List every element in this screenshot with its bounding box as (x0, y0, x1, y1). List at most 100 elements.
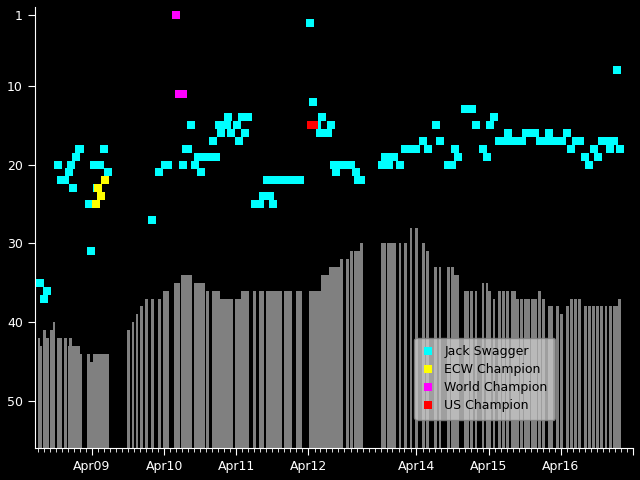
Jack Swagger (412, 145, 422, 153)
Bar (588, 306, 591, 448)
Bar (206, 291, 209, 448)
Jack Swagger (222, 121, 232, 129)
Bar (467, 291, 469, 448)
Bar (506, 291, 509, 448)
Jack Swagger (389, 153, 399, 160)
Bar (584, 306, 587, 448)
Bar (324, 275, 326, 448)
Jack Swagger (507, 137, 517, 145)
Jack Swagger (450, 145, 460, 153)
Jack Swagger (419, 137, 429, 145)
World Champion (171, 11, 181, 19)
Jack Swagger (232, 121, 242, 129)
Bar (618, 299, 621, 448)
Bar (321, 275, 324, 448)
World Champion (173, 90, 184, 97)
Jack Swagger (513, 137, 523, 145)
Bar (175, 283, 177, 448)
Jack Swagger (84, 200, 94, 208)
Bar (600, 306, 604, 448)
Jack Swagger (342, 161, 353, 168)
Jack Swagger (601, 137, 611, 145)
Jack Swagger (42, 287, 52, 295)
Bar (212, 291, 214, 448)
Jack Swagger (353, 177, 364, 184)
Jack Swagger (395, 161, 405, 168)
Bar (357, 251, 360, 448)
Jack Swagger (516, 137, 527, 145)
Jack Swagger (265, 192, 275, 200)
Jack Swagger (240, 129, 250, 137)
Jack Swagger (482, 153, 492, 160)
Bar (404, 243, 407, 448)
Jack Swagger (219, 121, 229, 129)
Jack Swagger (262, 177, 272, 184)
Bar (79, 354, 82, 448)
Jack Swagger (471, 121, 481, 129)
Bar (238, 299, 241, 448)
Jack Swagger (406, 145, 416, 153)
Bar (158, 299, 161, 448)
Bar (280, 291, 282, 448)
Jack Swagger (570, 137, 580, 145)
Jack Swagger (328, 161, 339, 168)
Jack Swagger (323, 129, 333, 137)
Jack Swagger (208, 137, 218, 145)
Jack Swagger (243, 113, 253, 121)
Jack Swagger (95, 161, 105, 168)
Bar (609, 306, 611, 448)
Jack Swagger (443, 161, 453, 168)
Bar (488, 291, 491, 448)
Bar (287, 291, 289, 448)
Bar (435, 267, 437, 448)
Bar (513, 291, 516, 448)
Jack Swagger (494, 137, 504, 145)
Jack Swagger (198, 153, 209, 160)
Jack Swagger (283, 177, 293, 184)
Bar (102, 354, 106, 448)
Jack Swagger (331, 168, 341, 176)
Bar (422, 243, 425, 448)
ECW Champion (90, 200, 100, 208)
Bar (451, 267, 454, 448)
Bar (189, 275, 193, 448)
Bar (236, 299, 238, 448)
Jack Swagger (557, 137, 567, 145)
Jack Swagger (308, 97, 318, 105)
Bar (50, 330, 52, 448)
Jack Swagger (435, 137, 445, 145)
Jack Swagger (562, 129, 572, 137)
Bar (570, 299, 573, 448)
Jack Swagger (377, 161, 387, 168)
Bar (312, 291, 314, 448)
Jack Swagger (211, 153, 221, 160)
Jack Swagger (351, 168, 361, 176)
Bar (426, 251, 429, 448)
Legend: Jack Swagger, ECW Champion, World Champion, US Champion: Jack Swagger, ECW Champion, World Champi… (414, 338, 555, 420)
Jack Swagger (484, 121, 495, 129)
Jack Swagger (270, 177, 280, 184)
Jack Swagger (216, 129, 227, 137)
Jack Swagger (39, 295, 49, 302)
Bar (493, 299, 495, 448)
Bar (410, 228, 412, 448)
Bar (387, 243, 390, 448)
Bar (271, 291, 274, 448)
Jack Swagger (531, 129, 541, 137)
Jack Swagger (509, 137, 520, 145)
Bar (184, 275, 187, 448)
Bar (475, 291, 477, 448)
Jack Swagger (346, 161, 356, 168)
Jack Swagger (285, 177, 296, 184)
Bar (93, 354, 95, 448)
Jack Swagger (223, 113, 234, 121)
Bar (393, 243, 396, 448)
Bar (310, 291, 313, 448)
Bar (316, 291, 318, 448)
Jack Swagger (178, 161, 188, 168)
Jack Swagger (103, 168, 113, 176)
Bar (332, 267, 335, 448)
Bar (330, 267, 332, 448)
Bar (218, 291, 220, 448)
Jack Swagger (64, 168, 74, 176)
